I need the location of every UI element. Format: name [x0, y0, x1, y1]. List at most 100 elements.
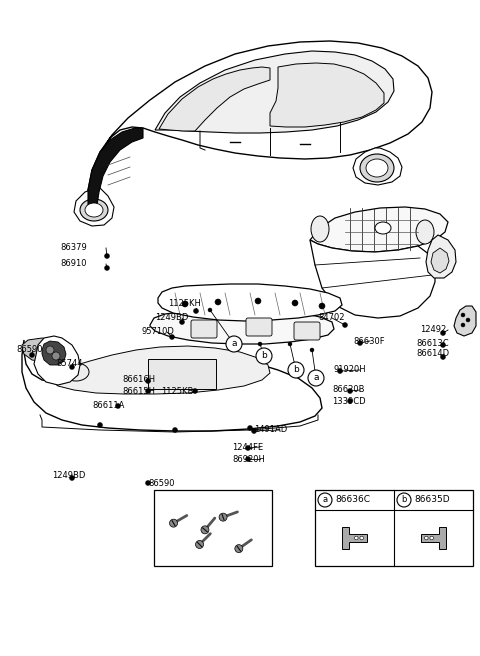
Circle shape: [182, 301, 188, 307]
Text: 86379: 86379: [60, 243, 87, 253]
Circle shape: [318, 493, 332, 507]
Circle shape: [97, 422, 103, 428]
Polygon shape: [310, 240, 435, 318]
Bar: [315, 490, 473, 566]
Circle shape: [215, 299, 221, 305]
Circle shape: [348, 388, 352, 394]
Circle shape: [235, 544, 243, 552]
Polygon shape: [46, 346, 270, 394]
Circle shape: [29, 352, 35, 358]
Polygon shape: [22, 340, 322, 431]
Polygon shape: [454, 306, 476, 336]
Text: 1125KB: 1125KB: [161, 386, 193, 396]
Circle shape: [343, 323, 348, 327]
Text: 1244FE: 1244FE: [232, 443, 263, 451]
Polygon shape: [74, 188, 114, 226]
Polygon shape: [421, 527, 446, 549]
Circle shape: [252, 428, 256, 434]
Circle shape: [358, 340, 362, 346]
Circle shape: [288, 362, 304, 378]
Circle shape: [219, 513, 227, 521]
Ellipse shape: [416, 220, 434, 244]
Circle shape: [397, 493, 411, 507]
Circle shape: [105, 253, 109, 258]
Polygon shape: [88, 41, 432, 220]
Circle shape: [348, 398, 352, 403]
Circle shape: [180, 319, 184, 325]
Circle shape: [337, 369, 343, 373]
Circle shape: [466, 318, 470, 322]
Circle shape: [145, 388, 151, 394]
Text: 86590: 86590: [148, 478, 175, 487]
Text: 1249BD: 1249BD: [52, 472, 85, 480]
Circle shape: [116, 403, 120, 409]
Ellipse shape: [366, 159, 388, 177]
Text: 86613C: 86613C: [416, 338, 449, 348]
Circle shape: [208, 308, 212, 312]
Polygon shape: [270, 63, 384, 127]
Polygon shape: [155, 51, 394, 133]
Ellipse shape: [80, 199, 108, 221]
Circle shape: [193, 308, 199, 314]
FancyBboxPatch shape: [294, 322, 320, 340]
Circle shape: [192, 388, 197, 394]
Circle shape: [201, 526, 209, 534]
Text: b: b: [293, 365, 299, 375]
Ellipse shape: [360, 154, 394, 182]
Circle shape: [310, 348, 314, 352]
Circle shape: [355, 536, 358, 540]
Circle shape: [308, 370, 324, 386]
Circle shape: [52, 352, 60, 360]
Circle shape: [145, 480, 151, 485]
Circle shape: [169, 519, 178, 527]
Text: b: b: [261, 352, 267, 361]
Circle shape: [245, 445, 251, 451]
Text: 84702: 84702: [318, 314, 345, 323]
Text: 86635D: 86635D: [414, 495, 450, 504]
Circle shape: [258, 342, 262, 346]
Circle shape: [288, 342, 292, 346]
Polygon shape: [22, 338, 58, 362]
Circle shape: [441, 331, 445, 335]
Text: 86620B: 86620B: [332, 386, 364, 394]
Text: 1249BD: 1249BD: [155, 314, 188, 323]
Text: 86615H: 86615H: [122, 386, 155, 396]
Polygon shape: [158, 284, 342, 321]
Polygon shape: [34, 336, 80, 385]
Text: 86910: 86910: [60, 260, 86, 268]
FancyBboxPatch shape: [191, 320, 217, 338]
Text: 95710D: 95710D: [141, 327, 174, 337]
Bar: [148, 359, 216, 389]
Polygon shape: [431, 248, 449, 273]
Circle shape: [461, 323, 465, 327]
Circle shape: [248, 426, 252, 430]
FancyBboxPatch shape: [246, 318, 272, 336]
Text: 86590: 86590: [16, 346, 43, 354]
Circle shape: [195, 541, 204, 548]
Circle shape: [441, 354, 445, 359]
Text: 85744: 85744: [56, 358, 83, 367]
Circle shape: [256, 348, 272, 364]
Circle shape: [70, 476, 74, 480]
Circle shape: [461, 313, 465, 317]
Circle shape: [46, 346, 54, 354]
Circle shape: [424, 536, 428, 540]
Text: 91920H: 91920H: [334, 365, 367, 375]
Text: a: a: [313, 373, 319, 382]
Circle shape: [172, 428, 178, 432]
Text: a: a: [323, 495, 327, 504]
Text: 86616H: 86616H: [122, 375, 155, 384]
Ellipse shape: [311, 216, 329, 242]
Circle shape: [105, 266, 109, 270]
Ellipse shape: [375, 222, 391, 234]
Text: a: a: [231, 340, 237, 348]
Text: 1125KH: 1125KH: [168, 298, 201, 308]
Text: 1339CD: 1339CD: [332, 396, 366, 405]
Circle shape: [70, 365, 74, 369]
Text: 86630F: 86630F: [353, 337, 384, 346]
Text: 86611A: 86611A: [92, 401, 124, 409]
Circle shape: [319, 303, 325, 309]
Bar: [154, 490, 272, 566]
Circle shape: [255, 298, 261, 304]
Text: 1491AD: 1491AD: [254, 426, 287, 434]
